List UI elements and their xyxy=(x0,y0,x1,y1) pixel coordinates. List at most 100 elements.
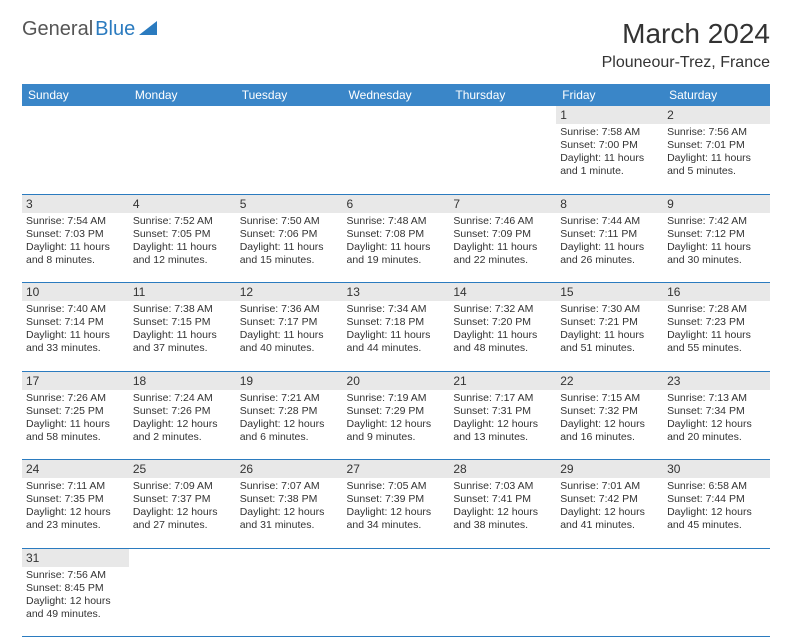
calendar-week-row: Sunrise: 7:56 AMSunset: 8:45 PMDaylight:… xyxy=(22,567,770,637)
calendar-head: SundayMondayTuesdayWednesdayThursdayFrid… xyxy=(22,84,770,106)
day-number: 14 xyxy=(453,285,466,299)
dayname-header: Thursday xyxy=(449,84,556,106)
sunrise-line: Sunrise: 7:21 AM xyxy=(240,392,339,405)
daylight-line: Daylight: 11 hours and 37 minutes. xyxy=(133,329,232,355)
daylight-line: Daylight: 12 hours and 45 minutes. xyxy=(667,506,766,532)
sunset-line: Sunset: 7:06 PM xyxy=(240,228,339,241)
sunrise-line: Sunrise: 7:58 AM xyxy=(560,126,659,139)
empty-cell xyxy=(663,567,770,637)
sunrise-line: Sunrise: 7:17 AM xyxy=(453,392,552,405)
sunrise-line: Sunrise: 7:24 AM xyxy=(133,392,232,405)
sunrise-line: Sunrise: 7:56 AM xyxy=(26,569,125,582)
empty-cell xyxy=(449,567,556,637)
empty-cell xyxy=(129,106,236,124)
sunset-line: Sunset: 7:03 PM xyxy=(26,228,125,241)
empty-cell xyxy=(343,567,450,637)
daylight-line: Daylight: 12 hours and 6 minutes. xyxy=(240,418,339,444)
empty-cell xyxy=(449,548,556,567)
sunset-line: Sunset: 7:26 PM xyxy=(133,405,232,418)
empty-cell xyxy=(129,567,236,637)
sunset-line: Sunset: 7:37 PM xyxy=(133,493,232,506)
day-number-cell: 22 xyxy=(556,371,663,390)
day-detail-cell: Sunrise: 7:42 AMSunset: 7:12 PMDaylight:… xyxy=(663,213,770,283)
daynum-row: 10111213141516 xyxy=(22,283,770,302)
day-number: 10 xyxy=(26,285,39,299)
sunrise-line: Sunrise: 7:44 AM xyxy=(560,215,659,228)
day-detail-cell: Sunrise: 7:52 AMSunset: 7:05 PMDaylight:… xyxy=(129,213,236,283)
daynum-row: 17181920212223 xyxy=(22,371,770,390)
daylight-line: Daylight: 12 hours and 16 minutes. xyxy=(560,418,659,444)
sunset-line: Sunset: 7:15 PM xyxy=(133,316,232,329)
day-detail-cell: Sunrise: 7:17 AMSunset: 7:31 PMDaylight:… xyxy=(449,390,556,460)
sunrise-line: Sunrise: 7:19 AM xyxy=(347,392,446,405)
day-number: 12 xyxy=(240,285,253,299)
daylight-line: Daylight: 11 hours and 8 minutes. xyxy=(26,241,125,267)
daylight-line: Daylight: 11 hours and 44 minutes. xyxy=(347,329,446,355)
daylight-line: Daylight: 11 hours and 15 minutes. xyxy=(240,241,339,267)
day-number: 8 xyxy=(560,197,567,211)
day-number: 28 xyxy=(453,462,466,476)
calendar-week-row: Sunrise: 7:54 AMSunset: 7:03 PMDaylight:… xyxy=(22,213,770,283)
dayname-header: Monday xyxy=(129,84,236,106)
day-number: 17 xyxy=(26,374,39,388)
daylight-line: Daylight: 12 hours and 13 minutes. xyxy=(453,418,552,444)
day-detail-cell: Sunrise: 7:32 AMSunset: 7:20 PMDaylight:… xyxy=(449,301,556,371)
day-number-cell: 10 xyxy=(22,283,129,302)
day-number-cell: 28 xyxy=(449,460,556,479)
day-number: 16 xyxy=(667,285,680,299)
sunrise-line: Sunrise: 7:50 AM xyxy=(240,215,339,228)
sunset-line: Sunset: 7:41 PM xyxy=(453,493,552,506)
calendar-week-row: Sunrise: 7:58 AMSunset: 7:00 PMDaylight:… xyxy=(22,124,770,194)
day-detail-cell: Sunrise: 7:21 AMSunset: 7:28 PMDaylight:… xyxy=(236,390,343,460)
logo-text-general: General xyxy=(22,18,93,41)
day-detail-cell: Sunrise: 7:03 AMSunset: 7:41 PMDaylight:… xyxy=(449,478,556,548)
day-number: 2 xyxy=(667,108,674,122)
empty-cell xyxy=(343,548,450,567)
calendar-table: SundayMondayTuesdayWednesdayThursdayFrid… xyxy=(22,84,770,637)
day-number: 22 xyxy=(560,374,573,388)
day-detail-cell: Sunrise: 7:56 AMSunset: 8:45 PMDaylight:… xyxy=(22,567,129,637)
sunrise-line: Sunrise: 7:07 AM xyxy=(240,480,339,493)
daylight-line: Daylight: 11 hours and 22 minutes. xyxy=(453,241,552,267)
empty-cell xyxy=(663,548,770,567)
sunrise-line: Sunrise: 7:38 AM xyxy=(133,303,232,316)
day-number-cell: 14 xyxy=(449,283,556,302)
logo: General Blue xyxy=(22,18,157,41)
page-header: General Blue March 2024 Plouneour-Trez, … xyxy=(22,18,770,72)
day-detail-cell: Sunrise: 7:24 AMSunset: 7:26 PMDaylight:… xyxy=(129,390,236,460)
sunset-line: Sunset: 8:45 PM xyxy=(26,582,125,595)
sunset-line: Sunset: 7:32 PM xyxy=(560,405,659,418)
day-number-cell: 11 xyxy=(129,283,236,302)
day-detail-cell: Sunrise: 7:40 AMSunset: 7:14 PMDaylight:… xyxy=(22,301,129,371)
daylight-line: Daylight: 12 hours and 41 minutes. xyxy=(560,506,659,532)
empty-cell xyxy=(236,548,343,567)
daylight-line: Daylight: 12 hours and 34 minutes. xyxy=(347,506,446,532)
day-detail-cell: Sunrise: 7:11 AMSunset: 7:35 PMDaylight:… xyxy=(22,478,129,548)
day-detail-cell: Sunrise: 7:58 AMSunset: 7:00 PMDaylight:… xyxy=(556,124,663,194)
day-detail-cell: Sunrise: 7:34 AMSunset: 7:18 PMDaylight:… xyxy=(343,301,450,371)
day-number: 20 xyxy=(347,374,360,388)
daynum-row: 3456789 xyxy=(22,194,770,213)
sunset-line: Sunset: 7:21 PM xyxy=(560,316,659,329)
sunset-line: Sunset: 7:08 PM xyxy=(347,228,446,241)
day-number: 4 xyxy=(133,197,140,211)
empty-cell xyxy=(236,124,343,194)
calendar-body: 12 Sunrise: 7:58 AMSunset: 7:00 PMDaylig… xyxy=(22,106,770,637)
empty-cell xyxy=(129,124,236,194)
day-detail-cell: Sunrise: 7:01 AMSunset: 7:42 PMDaylight:… xyxy=(556,478,663,548)
daylight-line: Daylight: 12 hours and 20 minutes. xyxy=(667,418,766,444)
day-number-cell: 13 xyxy=(343,283,450,302)
daylight-line: Daylight: 12 hours and 9 minutes. xyxy=(347,418,446,444)
daylight-line: Daylight: 11 hours and 1 minute. xyxy=(560,152,659,178)
daylight-line: Daylight: 11 hours and 19 minutes. xyxy=(347,241,446,267)
sunrise-line: Sunrise: 7:30 AM xyxy=(560,303,659,316)
empty-cell xyxy=(22,106,129,124)
sunset-line: Sunset: 7:18 PM xyxy=(347,316,446,329)
sunrise-line: Sunrise: 7:32 AM xyxy=(453,303,552,316)
sunrise-line: Sunrise: 7:56 AM xyxy=(667,126,766,139)
day-detail-cell: Sunrise: 7:44 AMSunset: 7:11 PMDaylight:… xyxy=(556,213,663,283)
day-detail-cell: Sunrise: 7:15 AMSunset: 7:32 PMDaylight:… xyxy=(556,390,663,460)
day-number: 29 xyxy=(560,462,573,476)
day-number-cell: 4 xyxy=(129,194,236,213)
sunset-line: Sunset: 7:42 PM xyxy=(560,493,659,506)
